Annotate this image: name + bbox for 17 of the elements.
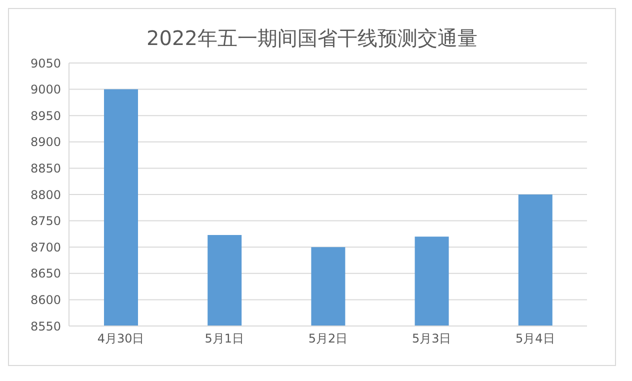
y-tick-label: 9000 [30,82,61,97]
x-tick-label: 5月1日 [204,332,244,346]
y-tick-label: 8700 [30,240,61,254]
x-tick-label: 5月3日 [412,332,452,346]
y-tick-label: 8900 [30,135,61,150]
y-tick-label: 8800 [30,188,61,202]
x-tick-label: 4月30日 [97,332,144,346]
y-tick-label: 8750 [30,214,61,228]
y-tick-label: 8850 [30,161,61,176]
y-tick-label: 8650 [30,266,61,281]
y-tick-label: 8600 [30,292,61,307]
x-tick-label: 5月2日 [308,332,348,346]
chart-title: 2022年五一期间国省干线预测交通量 [146,25,478,52]
y-tick-label: 8950 [30,108,61,123]
x-tick-label: 5月4日 [516,332,555,346]
y-tick-label: 8550 [30,319,61,334]
y-tick-label: 9050 [30,56,61,70]
